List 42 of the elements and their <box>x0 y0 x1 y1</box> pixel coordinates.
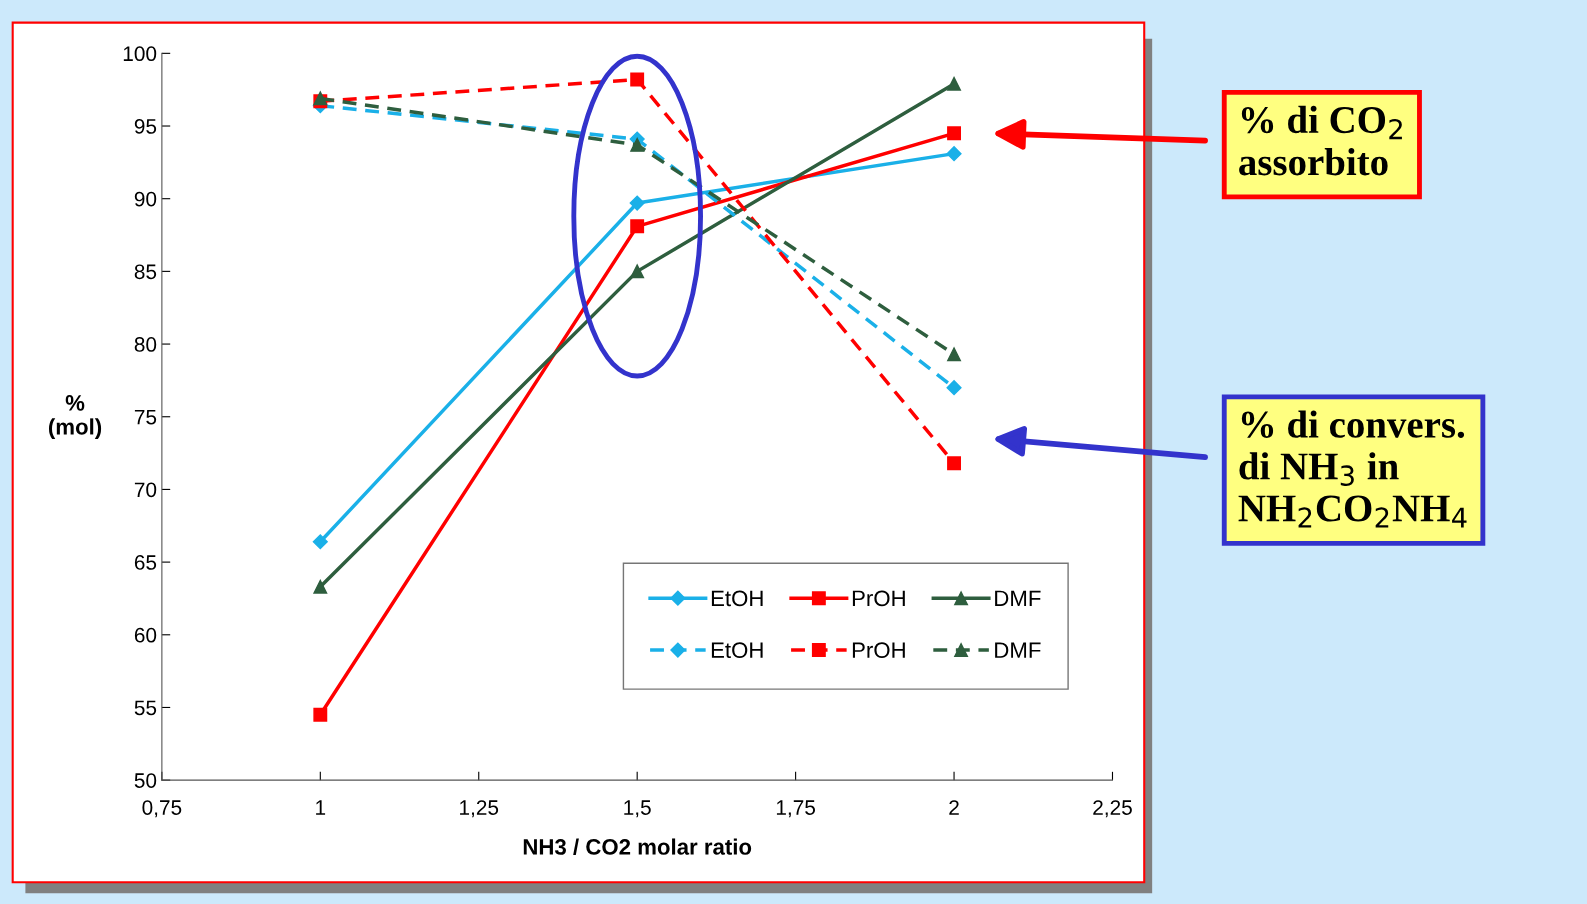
point <box>947 347 961 362</box>
x-axis-title: NH3 / CO2 molar ratio <box>523 838 752 856</box>
y-tick-label: 70 <box>134 482 157 498</box>
point <box>947 456 961 471</box>
point <box>630 72 645 87</box>
x-tick-label: 2 <box>949 800 959 815</box>
legend-label: PrOH <box>852 642 905 659</box>
legend-label: DMF <box>995 590 1041 606</box>
point <box>629 195 645 211</box>
y-tick-label: 80 <box>134 337 157 352</box>
point <box>947 126 961 141</box>
x-tick-label: 1 <box>316 800 326 815</box>
point <box>630 137 645 152</box>
x-tick-label: 0,75 <box>142 800 182 818</box>
legend-label: EtOH <box>711 590 763 607</box>
x-tick-label: 2,25 <box>1093 800 1132 818</box>
x-tick-label: 1,5 <box>624 800 651 818</box>
x-tick-label: 1,75 <box>776 800 816 818</box>
text: % di CO$_{2}$ assorbito <box>1239 105 1402 176</box>
point <box>630 264 645 279</box>
point <box>312 534 328 550</box>
legend-label: PrOH <box>852 590 905 607</box>
x-tick-label: 1,25 <box>460 800 499 818</box>
y-tick-label: 60 <box>134 627 157 643</box>
y-tick-label: 100 <box>123 46 157 62</box>
y-tick-label: 65 <box>134 555 157 570</box>
text: % di convers. di NH$_{3}$ in NH$_{2}$CO$_{2}$NH$_{4}$ <box>1238 410 1467 528</box>
y-tick-label: 55 <box>134 700 157 716</box>
point <box>946 380 962 396</box>
point <box>630 219 645 234</box>
y-tick-label: 50 <box>134 773 157 788</box>
y-tick-label: 85 <box>134 264 157 280</box>
point <box>313 579 328 594</box>
y-tick-label: 75 <box>134 409 157 425</box>
point <box>946 146 962 162</box>
y-tick-label: 90 <box>134 191 157 207</box>
y-axis-title: % (mol) <box>48 395 102 440</box>
legend-label: EtOH <box>711 642 763 659</box>
point <box>947 76 961 91</box>
y-tick-label: 95 <box>134 119 157 134</box>
point <box>313 707 328 722</box>
legend-label: DMF <box>995 642 1041 658</box>
